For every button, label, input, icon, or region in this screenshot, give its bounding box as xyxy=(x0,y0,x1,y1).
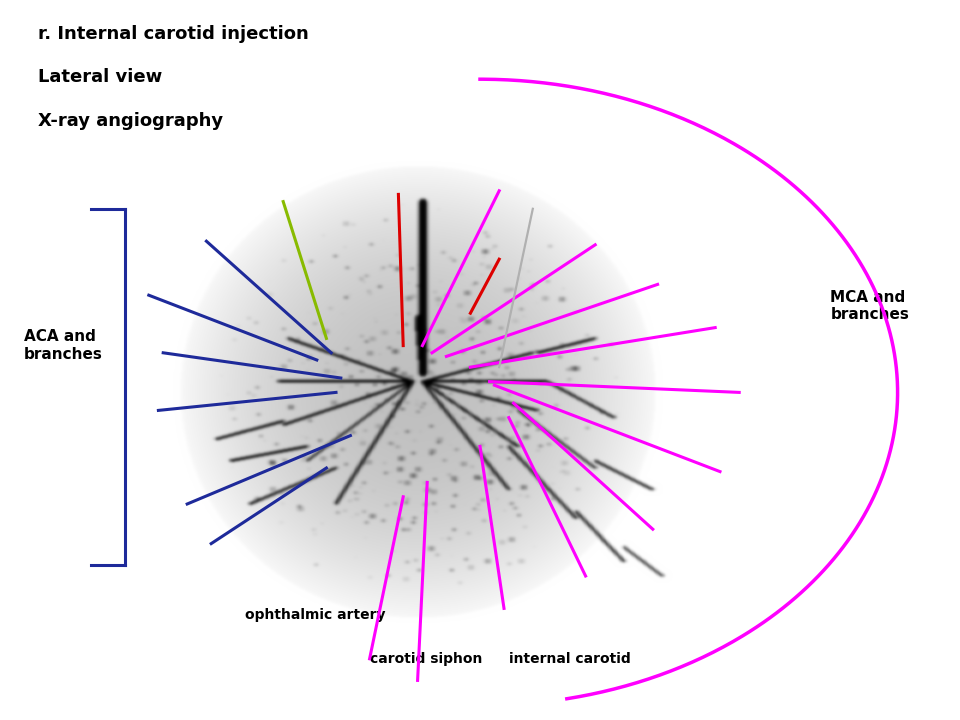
Text: Lateral view: Lateral view xyxy=(38,68,162,86)
Text: X-ray angiography: X-ray angiography xyxy=(38,112,224,130)
Text: ACA and
branches: ACA and branches xyxy=(24,329,103,361)
Text: internal carotid: internal carotid xyxy=(509,652,631,665)
Text: r. Internal carotid injection: r. Internal carotid injection xyxy=(38,25,309,43)
Text: MCA and
branches: MCA and branches xyxy=(830,290,909,323)
Text: carotid siphon: carotid siphon xyxy=(370,652,482,665)
Text: ophthalmic artery: ophthalmic artery xyxy=(245,608,385,622)
